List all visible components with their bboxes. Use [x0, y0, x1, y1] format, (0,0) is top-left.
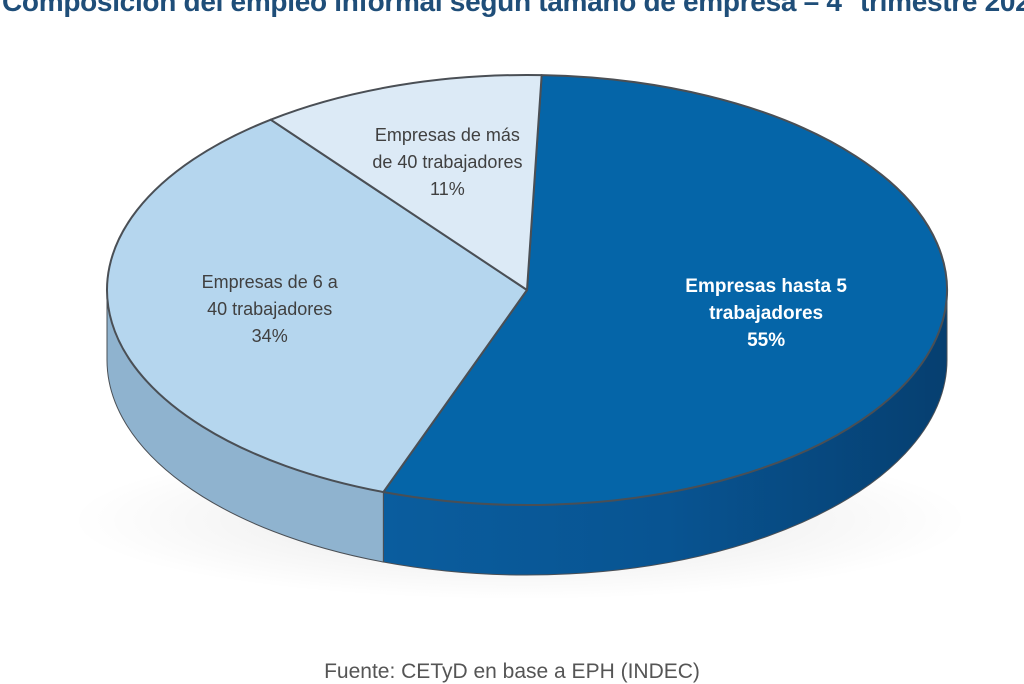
- pie-slice-empresas-hasta-5-trabajadores: [382, 74, 948, 506]
- pie-labels: Empresas hasta 5 trabajadores 55% Empresas …: [202, 125, 848, 351]
- slice-name-label: Empresas de más: [375, 125, 520, 145]
- slice-percent-label: 55%: [747, 330, 785, 351]
- chart-source: Fuente: CETyD en base a EPH (INDEC): [324, 660, 700, 683]
- slice-percent-label: 11%: [430, 179, 465, 199]
- slice-name-label: 40 trabajadores: [207, 299, 332, 319]
- chart-title: Composición del empleo informal según ta…: [2, 0, 1024, 17]
- pie-slices: [106, 74, 948, 506]
- pie-slice-empresas-de-6-a-40-trabajadores: [106, 118, 528, 494]
- slice-name-label: Empresas hasta 5: [685, 276, 847, 297]
- slice-name-label: Empresas de 6 a: [202, 272, 339, 292]
- slice-name-label: trabajadores: [709, 303, 823, 324]
- slice-name-label: de 40 trabajadores: [372, 152, 522, 172]
- pie-slice-empresas-de-mas-de-40-trabajadores: [269, 74, 543, 291]
- slice-percent-label: 34%: [252, 326, 288, 346]
